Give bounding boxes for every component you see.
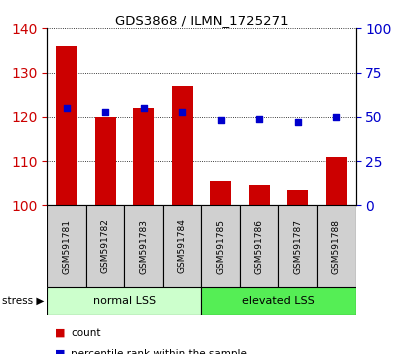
Point bbox=[333, 114, 339, 120]
Text: elevated LSS: elevated LSS bbox=[242, 296, 315, 306]
Bar bbox=[240, 205, 278, 287]
Point bbox=[179, 109, 185, 114]
Text: ■: ■ bbox=[55, 328, 66, 338]
Text: GSM591783: GSM591783 bbox=[139, 218, 148, 274]
Point bbox=[218, 118, 224, 123]
Bar bbox=[287, 190, 308, 205]
Text: GSM591788: GSM591788 bbox=[332, 218, 341, 274]
Text: GSM591785: GSM591785 bbox=[216, 218, 225, 274]
Text: GSM591781: GSM591781 bbox=[62, 218, 71, 274]
Point bbox=[141, 105, 147, 111]
Bar bbox=[278, 205, 317, 287]
Bar bbox=[124, 205, 163, 287]
Text: GSM591784: GSM591784 bbox=[178, 218, 187, 274]
Text: count: count bbox=[71, 328, 101, 338]
Text: normal LSS: normal LSS bbox=[93, 296, 156, 306]
Bar bbox=[325, 156, 347, 205]
Bar bbox=[210, 181, 231, 205]
Bar bbox=[86, 205, 124, 287]
Bar bbox=[94, 117, 116, 205]
Text: GSM591786: GSM591786 bbox=[255, 218, 264, 274]
Bar bbox=[56, 46, 77, 205]
Title: GDS3868 / ILMN_1725271: GDS3868 / ILMN_1725271 bbox=[115, 14, 288, 27]
Bar bbox=[47, 205, 86, 287]
Bar bbox=[201, 287, 356, 315]
Text: GSM591787: GSM591787 bbox=[293, 218, 302, 274]
Bar bbox=[201, 205, 240, 287]
Text: GSM591782: GSM591782 bbox=[101, 218, 110, 274]
Bar bbox=[248, 185, 270, 205]
Point bbox=[295, 119, 301, 125]
Text: ■: ■ bbox=[55, 349, 66, 354]
Bar bbox=[133, 108, 154, 205]
Point bbox=[256, 116, 262, 121]
Bar bbox=[317, 205, 356, 287]
Point bbox=[102, 109, 108, 114]
Bar bbox=[171, 86, 193, 205]
Bar bbox=[163, 205, 201, 287]
Point bbox=[64, 105, 70, 111]
Text: percentile rank within the sample: percentile rank within the sample bbox=[71, 349, 247, 354]
Text: stress ▶: stress ▶ bbox=[2, 296, 44, 306]
Bar bbox=[47, 287, 201, 315]
